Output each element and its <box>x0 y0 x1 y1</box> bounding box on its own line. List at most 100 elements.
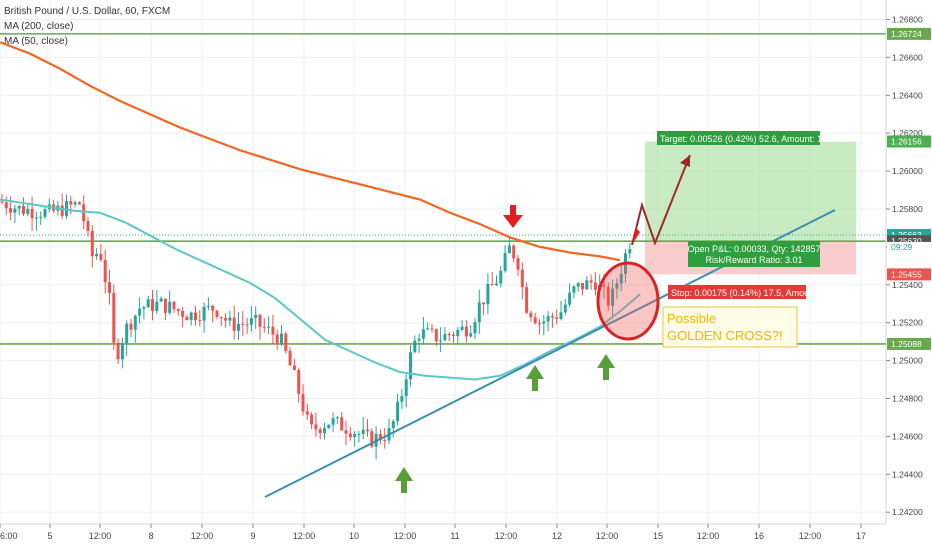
candle-body <box>589 280 593 283</box>
x-tick-label: 12:00 <box>799 531 822 541</box>
y-tick-label: 1.26000 <box>892 166 923 176</box>
candle-body <box>262 326 266 328</box>
candle-body <box>245 324 249 326</box>
y-tick-label: 1.26400 <box>892 90 923 100</box>
candle-body <box>370 431 374 447</box>
green-up-arrow-icon <box>526 365 544 391</box>
candle-body <box>460 326 464 330</box>
x-tick-label: 12:00 <box>697 531 720 541</box>
candle-body <box>409 352 412 380</box>
candle-body <box>151 299 154 312</box>
x-tick-label: 12:00 <box>495 531 518 541</box>
candle-body <box>258 314 262 327</box>
candle-body <box>396 401 400 422</box>
candle-body <box>39 216 43 218</box>
candle-body <box>26 208 30 214</box>
candle-body <box>499 270 503 284</box>
symbol-label[interactable]: British Pound / U.S. Dollar, 60, FXCM <box>4 6 171 17</box>
x-tick-label: 6:00 <box>0 531 18 541</box>
candle-body <box>361 429 365 435</box>
x-tick-label: 9 <box>250 531 255 541</box>
candle-body <box>138 308 142 316</box>
candle-body <box>206 305 210 307</box>
candle-body <box>366 429 369 432</box>
countdown-label: 09:29 <box>891 242 913 252</box>
candle-body <box>542 321 546 324</box>
open-pl-label: Open P&L: 0.00033, Qty: 142857 <box>687 244 820 254</box>
candle-body <box>430 328 434 330</box>
candle-body <box>602 284 606 287</box>
candle-body <box>17 206 21 209</box>
target-label-bg <box>657 131 820 145</box>
x-tick-label: 12:00 <box>293 531 316 541</box>
candle-body <box>413 340 417 353</box>
candle-body <box>538 323 541 325</box>
candle-body <box>383 440 387 442</box>
projection-path <box>631 154 691 246</box>
candle-body <box>318 429 322 433</box>
candle-body <box>159 298 163 302</box>
candle-body <box>43 209 47 217</box>
candle-body <box>133 315 137 330</box>
candle-body <box>417 338 421 341</box>
candle-body <box>628 249 632 254</box>
candle-body <box>228 317 232 321</box>
x-tick-label: 12:00 <box>89 531 112 541</box>
candle-body <box>4 202 8 209</box>
y-tick-label: 1.25000 <box>892 356 923 366</box>
ma200-label[interactable]: MA (200, close) <box>4 21 74 32</box>
y-tick-label: 1.25200 <box>892 318 923 328</box>
candle-body <box>82 204 86 222</box>
candle-body <box>619 273 623 284</box>
candle-body <box>378 434 382 441</box>
ma200-line <box>0 41 621 262</box>
candle-body <box>219 316 223 319</box>
candle-body <box>572 286 576 293</box>
price-label: 1.25088 <box>891 339 922 349</box>
ma50-label[interactable]: MA (50, close) <box>4 36 68 47</box>
y-tick-label: 1.26800 <box>892 14 923 24</box>
y-tick-label: 1.24400 <box>892 469 923 479</box>
x-tick-label: 12:00 <box>596 531 619 541</box>
candle-body <box>202 306 206 321</box>
candle-body <box>404 379 408 397</box>
candle-body <box>507 245 511 254</box>
candle-body <box>284 333 288 351</box>
candle-body <box>305 411 309 415</box>
candle-body <box>0 201 4 203</box>
candle-body <box>606 286 610 306</box>
candle-body <box>172 301 176 310</box>
candle-body <box>146 299 150 308</box>
price-label-bg <box>887 337 931 350</box>
candle-body <box>13 208 17 213</box>
candle-body <box>241 323 245 325</box>
candle-body <box>348 433 352 438</box>
candle-body <box>512 245 516 259</box>
candle-body <box>520 269 524 288</box>
candle-body <box>254 314 258 319</box>
candle-body <box>215 310 219 317</box>
candle-body <box>103 259 107 283</box>
candle-body <box>611 288 615 306</box>
candle-body <box>568 292 572 305</box>
x-tick-label: 12 <box>552 531 562 541</box>
candle-body <box>486 284 490 305</box>
candle-body <box>224 318 228 321</box>
green-up-arrow-icon <box>395 467 413 493</box>
candle-body <box>249 318 253 325</box>
possible-label: Possible <box>667 311 716 326</box>
candle-body <box>34 217 38 219</box>
candle-body <box>503 253 507 271</box>
candle-body <box>331 418 335 425</box>
candle-body <box>155 301 159 312</box>
candle-body <box>112 293 116 343</box>
x-tick-label: 17 <box>856 531 866 541</box>
candle-body <box>456 329 460 337</box>
price-label: 1.26156 <box>891 137 922 147</box>
x-tick-label: 16 <box>754 531 764 541</box>
candle-body <box>477 302 481 323</box>
candle-body <box>495 283 498 286</box>
candle-body <box>297 370 301 395</box>
candle-body <box>310 414 314 425</box>
